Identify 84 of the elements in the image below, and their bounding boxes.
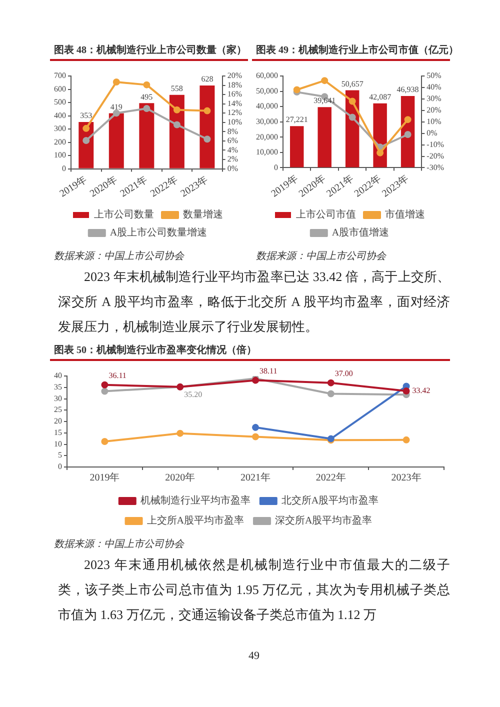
x-tick-label: 2021年 (118, 173, 150, 200)
data-label: 558 (170, 84, 183, 93)
legend-label: A股上市公司数量增速 (110, 226, 208, 239)
y-tick-label: 600 (54, 84, 66, 94)
y-tick-label: 40,000 (256, 102, 278, 111)
data-label: 419 (110, 102, 122, 112)
data-label: 36.11 (108, 370, 126, 380)
y2-tick-label: 40% (426, 82, 442, 92)
source-note: 数据来源：中国上市公司协会 (255, 250, 388, 263)
y-tick-label: 200 (54, 137, 66, 146)
y-tick-label: 400 (54, 110, 66, 120)
chart-title: 图表 48：机械制造行业上市公司数量（家） (53, 44, 248, 57)
data-label: 38.11 (260, 366, 278, 376)
y2-tick-label: -30% (426, 162, 444, 172)
text: 2023 年末机械制造行业平均市盈率已达 33.42 倍，高于上交所、深交所 A 股平均市盈率，略低于北交所 A 股平均市盈率，面对经济发展压力，机械制造业展示了行业发展韧性。 (58, 268, 450, 336)
y2-tick-label: 0% (227, 164, 238, 173)
data-label: 37.00 (334, 368, 353, 378)
y-tick-label: 25 (54, 405, 62, 414)
y2-tick-label: 30% (426, 94, 442, 104)
y-tick-label: 100 (54, 150, 66, 160)
y2-tick-label: 50% (426, 71, 442, 80)
x-tick-label: 2023年 (391, 472, 422, 484)
legend-label: A股市值增速 (332, 226, 390, 239)
x-tick-label: 2022年 (148, 173, 180, 200)
y2-tick-label: 8% (227, 126, 238, 136)
data-label: 628 (201, 74, 214, 84)
y2-tick-label: 16% (227, 90, 242, 99)
text: 2023 年末通用机械依然是机械制造行业中市值最大的二级子类，该子类上市公司总市值为 1.95 万亿元，其次为专用机械子类总市值为 1.63 万亿元，交通运输设备子类总市值为 1.12 万 (58, 556, 450, 624)
y-tick-label: 60,000 (256, 71, 278, 80)
chart-title: 图表 50：机械制造行业市盈率变化情况（倍） (53, 344, 258, 357)
y2-tick-label: 20% (426, 105, 442, 114)
legend-label: 上市公司数量 (94, 208, 154, 221)
legend-label: 市值增速 (385, 208, 425, 221)
source-note: 数据来源：中国上市公司协会 (53, 250, 186, 263)
y-tick-label: 10,000 (256, 148, 278, 157)
y2-tick-label: 10% (426, 116, 442, 126)
data-label: 33.42 (412, 386, 430, 396)
y-tick-label: 5 (58, 450, 62, 460)
y-tick-label: 0 (58, 462, 62, 472)
y-tick-label: 300 (54, 124, 66, 134)
y-tick-label: 20 (54, 416, 62, 426)
data-label: 353 (80, 111, 92, 120)
y-tick-label: 700 (54, 71, 66, 80)
x-tick-label: 2020年 (88, 173, 120, 200)
y-tick-label: 0 (62, 164, 66, 173)
source-note: 数据来源：中国上市公司协会 (53, 538, 186, 551)
y2-tick-label: 12% (227, 108, 242, 118)
legend-label: 上市公司市值 (296, 208, 356, 221)
x-tick-label: 2019年 (90, 472, 120, 484)
x-tick-label: 2022年 (316, 472, 346, 484)
data-label: 495 (140, 92, 153, 102)
y2-tick-label: 10% (227, 117, 242, 126)
x-tick-label: 2020年 (165, 472, 196, 484)
y-tick-label: 10 (54, 439, 62, 448)
y-tick-label: 40 (54, 371, 62, 380)
legend-label: 深交所A股平均市盈率 (275, 514, 372, 527)
x-tick-label: 2019年 (57, 173, 90, 200)
y-tick-label: 35 (54, 382, 62, 392)
y-tick-label: 500 (54, 98, 66, 107)
data-label: 35.20 (184, 390, 202, 400)
y-tick-label: 15 (54, 428, 62, 437)
y2-tick-label: 18% (227, 80, 242, 90)
y2-tick-label: 14% (227, 98, 242, 108)
y-tick-label: 20,000 (256, 132, 278, 142)
y2-tick-label: 6% (227, 136, 238, 146)
y2-tick-label: -20% (426, 151, 444, 160)
legend-label: 数量增速 (183, 208, 223, 221)
chart-title: 图表 49：机械制造行业上市公司市值（亿元） (255, 44, 458, 57)
legend-label: 上交所A股平均市盈率 (146, 514, 244, 527)
y2-tick-label: 20% (227, 71, 242, 80)
y-tick-label: 50,000 (256, 86, 278, 96)
y2-tick-label: 4% (227, 145, 238, 154)
y2-tick-label: -10% (426, 140, 444, 149)
x-tick-label: 2023年 (178, 173, 210, 200)
y2-tick-label: 0% (426, 128, 438, 138)
legend-label: 北交所A股平均市盈率 (281, 494, 379, 507)
y-tick-label: 30,000 (256, 116, 278, 126)
legend-label: 机械制造行业平均市盈率 (140, 494, 250, 507)
y2-tick-label: 2% (227, 154, 238, 164)
text: 49 (248, 650, 260, 662)
y-tick-label: 30 (54, 394, 62, 403)
data-label: 50,657 (341, 79, 364, 88)
y-tick-label: 0 (274, 162, 278, 172)
x-tick-label: 2021年 (240, 472, 270, 484)
